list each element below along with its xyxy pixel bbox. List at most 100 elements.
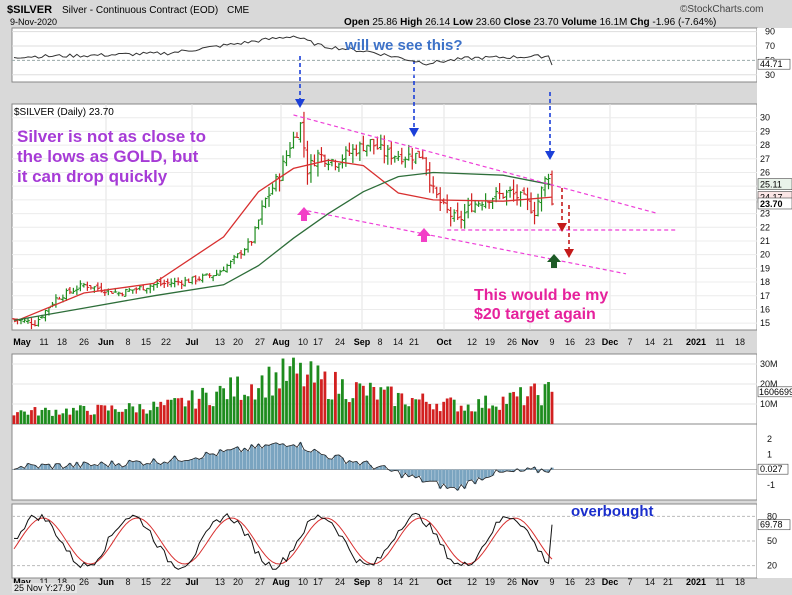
x-tick-bottom-7: 7 <box>627 577 632 587</box>
volume-bar <box>445 398 449 424</box>
volume-bar <box>260 375 264 424</box>
volume-bar <box>547 382 550 424</box>
price-ytick-30: 30 <box>760 113 770 123</box>
low-value: 23.60 <box>475 17 501 28</box>
x-tick-top-10: 10 <box>298 337 308 347</box>
price-ytick-21: 21 <box>760 236 770 246</box>
volume-label: Volume <box>561 17 597 28</box>
volume-bar <box>459 405 463 424</box>
volume-bar <box>141 409 145 424</box>
x-tick-bottom-Dec: Dec <box>602 577 619 587</box>
volume-bar <box>487 408 491 424</box>
volume-value: 16.1M <box>599 17 628 28</box>
volume-bar <box>285 380 288 424</box>
volume-bar <box>382 389 386 424</box>
x-tick-top-13: 13 <box>215 337 225 347</box>
volume-bar <box>12 415 16 424</box>
open-value: 25.86 <box>372 17 398 28</box>
volume-bar <box>421 393 425 424</box>
rsi-line <box>13 35 553 66</box>
x-tick-top-19: 19 <box>485 337 495 347</box>
x-tick-bottom-26: 26 <box>79 577 89 587</box>
x-tick-bottom-26: 26 <box>507 577 517 587</box>
green-arrow-target <box>547 254 561 268</box>
volume-bar <box>138 404 142 424</box>
volume-bar <box>281 358 285 424</box>
volume-bar <box>187 400 191 424</box>
volume-bar <box>351 398 355 424</box>
x-tick-bottom-15: 15 <box>141 577 151 587</box>
volume-bar <box>393 406 397 424</box>
x-tick-top-17: 17 <box>313 337 323 347</box>
volume-bar <box>75 410 79 424</box>
volume-bar <box>267 366 271 424</box>
volume-bar <box>323 371 327 424</box>
header-date: 9-Nov-2020 <box>10 17 58 27</box>
stoch-signal-line <box>13 517 553 565</box>
volume-bar <box>271 395 274 424</box>
volume-bar <box>61 413 65 424</box>
volume-bar <box>82 405 86 424</box>
volume-bar <box>92 414 96 424</box>
pink-arrow-sep <box>417 228 431 242</box>
x-tick-top-9: 9 <box>549 337 554 347</box>
x-tick-bottom-11: 11 <box>39 577 48 587</box>
x-tick-bottom-16: 16 <box>565 577 575 587</box>
x-tick-bottom-21: 21 <box>409 577 419 587</box>
x-tick-top-14: 14 <box>645 337 655 347</box>
x-tick-bottom-12: 12 <box>467 577 477 587</box>
volume-bar <box>306 374 309 424</box>
volume-bar <box>176 398 180 424</box>
volume-bar <box>463 410 467 424</box>
volume-bar <box>197 398 201 424</box>
volume-bar <box>508 392 512 424</box>
volume-bar <box>16 412 19 424</box>
volume-bar <box>120 411 124 424</box>
volume-bar <box>218 385 222 424</box>
target-note: This would be my $20 target again <box>474 287 608 325</box>
macd-ytick-2: 2 <box>767 434 772 444</box>
volume-bar <box>309 361 313 424</box>
volume-bar <box>540 405 543 424</box>
volume-bar <box>85 410 89 424</box>
volume-bar <box>375 399 379 424</box>
volume-bar <box>274 372 278 424</box>
x-tick-bottom-23: 23 <box>585 577 595 587</box>
volume-bar <box>316 365 320 424</box>
volume-bar <box>414 399 418 424</box>
x-tick-bottom-May: May <box>13 577 31 587</box>
volume-bar <box>438 411 442 424</box>
volume-bar <box>379 387 383 424</box>
volume-bar <box>396 392 400 424</box>
volume-bar <box>152 401 156 424</box>
volume-bar <box>148 410 152 424</box>
volume-bar <box>288 366 292 424</box>
x-tick-bottom-Oct: Oct <box>436 577 451 587</box>
stoch-ytick-50: 50 <box>767 536 777 546</box>
volume-bar <box>155 406 159 424</box>
x-tick-bottom-17: 17 <box>313 577 323 587</box>
volume-bar <box>403 404 407 424</box>
price-ytick-26: 26 <box>760 167 770 177</box>
volume-bar <box>361 385 365 424</box>
volume-bar <box>484 395 488 424</box>
x-tick-bottom-2021: 2021 <box>686 577 706 587</box>
volume-bar <box>26 414 30 424</box>
stoch-ytick-20: 20 <box>767 561 777 571</box>
rsi-ytick-70: 70 <box>765 41 775 51</box>
volume-bar <box>389 386 393 424</box>
vol-tag: 16066996 <box>759 387 792 397</box>
ma-long-line <box>13 171 553 322</box>
x-tick-bottom-14: 14 <box>393 577 403 587</box>
volume-bar <box>431 409 435 424</box>
volume-bar <box>239 399 243 424</box>
x-tick-top-May: May <box>13 337 31 347</box>
x-tick-bottom-22: 22 <box>161 577 171 587</box>
volume-bar <box>337 393 341 424</box>
volume-bar <box>124 409 128 424</box>
volume-bar <box>512 391 515 424</box>
x-tick-top-18: 18 <box>57 337 67 347</box>
volume-bar <box>23 411 26 424</box>
chg-value: -1.96 (-7.64%) <box>652 17 717 28</box>
volume-bar <box>113 409 117 424</box>
